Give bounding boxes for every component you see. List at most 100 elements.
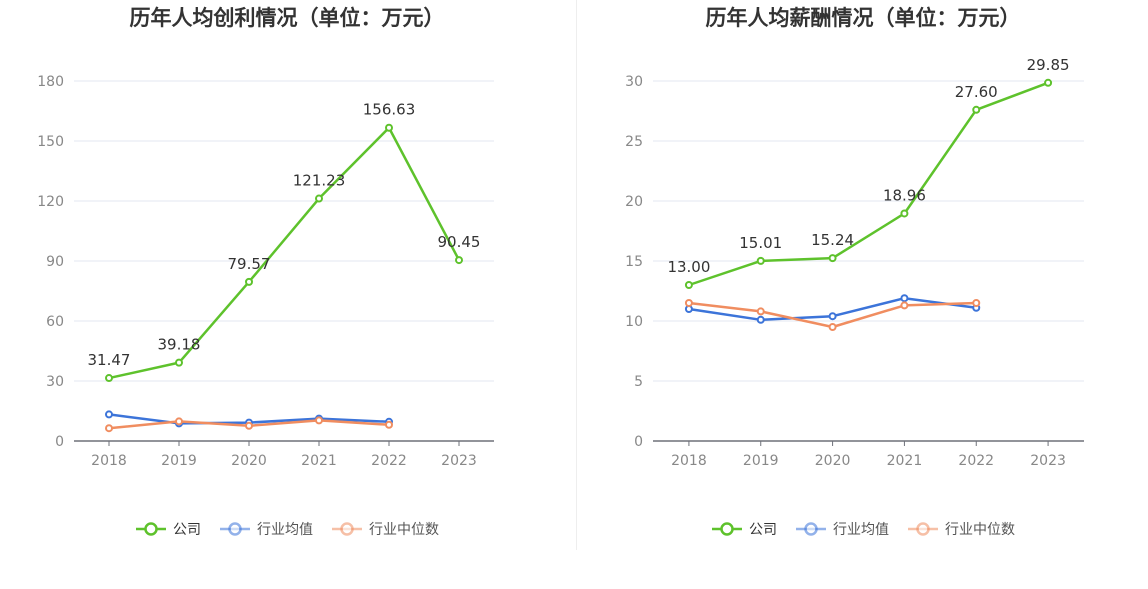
legend-marker-icon: [796, 522, 826, 536]
y-tick-label: 120: [37, 194, 64, 210]
legend-label: 行业中位数: [945, 522, 1015, 538]
legend-label: 公司: [173, 522, 201, 538]
data-point: [828, 323, 837, 331]
legend-item[interactable]: 行业中位数: [907, 519, 1015, 539]
data-point: [175, 417, 183, 426]
x-tick-label: 2020: [815, 453, 851, 469]
data-point: [315, 416, 323, 425]
x-tick-label: 2020: [231, 453, 267, 469]
y-tick-label: 0: [55, 434, 64, 450]
legend-item[interactable]: 行业均值: [795, 519, 889, 539]
legend-circle: [916, 522, 930, 536]
x-tick-label: 2022: [371, 453, 407, 469]
data-label: 39.18: [158, 336, 201, 354]
data-label: 31.47: [88, 351, 131, 369]
profit-per-capita-chart: 历年人均创利情况（单位：万元） 0 30 60 90 120 150 180 2018 2019…: [0, 6, 574, 539]
data-label: 79.57: [228, 255, 271, 273]
data-label: 121.23: [293, 172, 346, 190]
y-tick-label: 5: [634, 374, 643, 390]
data-point: [315, 194, 323, 203]
data-point: [972, 105, 981, 114]
legend-circle: [804, 522, 818, 536]
data-point: [900, 301, 909, 310]
data-label: 18.96: [883, 186, 926, 204]
legend-item[interactable]: 行业均值: [219, 519, 313, 539]
y-tick-label: 30: [46, 374, 64, 390]
legend-marker-icon: [220, 522, 250, 536]
data-point: [756, 256, 765, 265]
y-tick-label: 30: [625, 74, 643, 90]
chart-title: 历年人均创利情况（单位：万元）: [129, 6, 445, 30]
data-point: [175, 358, 183, 367]
data-label: 90.45: [438, 233, 481, 251]
data-point: [756, 307, 765, 316]
data-point: [385, 420, 393, 429]
series-line-0: [688, 81, 1049, 287]
data-point: [828, 254, 837, 263]
data-point: [245, 421, 253, 430]
y-tick-label: 0: [634, 434, 643, 450]
chart-legend: 公司 行业均值 行业中位数: [576, 519, 1148, 539]
legend-item[interactable]: 公司: [135, 519, 201, 539]
data-label: 15.24: [811, 231, 854, 249]
y-tick-label: 60: [46, 314, 64, 330]
x-tick-label: 2018: [671, 453, 707, 469]
legend-label: 行业均值: [833, 522, 889, 538]
data-point: [900, 294, 909, 303]
legend-marker-icon: [136, 522, 166, 536]
y-tick-label: 90: [46, 254, 64, 270]
data-point: [245, 277, 253, 286]
data-point: [972, 299, 981, 307]
data-label: 15.01: [739, 234, 782, 252]
y-tick-label: 150: [37, 134, 64, 150]
legend-label: 行业均值: [257, 522, 313, 538]
x-tick-label: 2019: [743, 453, 779, 469]
salary-chart-plot: 0 5 10 15 20 25 30 2018 2019 2020 2021 2022 2023 13.0…: [625, 56, 1084, 469]
legend-item[interactable]: 公司: [711, 519, 777, 539]
legend-marker-icon: [908, 522, 938, 536]
data-point: [385, 123, 393, 132]
chart-title: 历年人均薪酬情况（单位：万元）: [705, 6, 1021, 30]
profit-chart-plot: 0 30 60 90 120 150 180 2018 2019 2020 2021 2022 2023…: [37, 74, 494, 469]
x-tick-label: 2023: [1030, 453, 1066, 469]
data-label: 156.63: [363, 101, 416, 119]
chart-legend: 公司 行业均值 行业中位数: [0, 519, 574, 539]
legend-label: 公司: [749, 522, 777, 538]
y-tick-label: 15: [625, 254, 643, 270]
data-point: [828, 312, 837, 321]
data-point: [105, 374, 113, 383]
y-tick-label: 180: [37, 74, 64, 90]
series-line-0: [108, 126, 461, 380]
y-tick-label: 25: [625, 134, 643, 150]
legend-marker-icon: [712, 522, 742, 536]
data-label: 27.60: [955, 83, 998, 101]
data-point: [684, 299, 693, 307]
data-point: [1044, 78, 1053, 87]
data-point: [756, 315, 765, 324]
panel-divider: [576, 0, 577, 550]
x-tick-label: 2021: [887, 453, 923, 469]
data-label: 29.85: [1027, 56, 1070, 74]
salary-per-capita-chart: 历年人均薪酬情况（单位：万元） 0 5 10 15 20 25 30 2018 2019 2020…: [576, 0, 1148, 589]
x-tick-label: 2019: [161, 453, 197, 469]
legend-marker-icon: [332, 522, 362, 536]
data-label: 13.00: [667, 258, 710, 276]
x-tick-label: 2021: [301, 453, 337, 469]
legend-circle: [228, 522, 242, 536]
legend-circle: [340, 522, 354, 536]
data-point: [684, 281, 693, 289]
legend-circle: [144, 522, 158, 536]
x-tick-label: 2023: [441, 453, 477, 469]
data-point: [105, 424, 113, 433]
data-point: [900, 209, 909, 218]
y-tick-label: 10: [625, 314, 643, 330]
x-tick-label: 2018: [91, 453, 127, 469]
legend-label: 行业中位数: [369, 522, 439, 538]
data-point: [455, 256, 463, 265]
data-point: [105, 410, 113, 419]
legend-circle: [720, 522, 734, 536]
y-tick-label: 20: [625, 194, 643, 210]
legend-item[interactable]: 行业中位数: [331, 519, 439, 539]
x-tick-label: 2022: [958, 453, 994, 469]
